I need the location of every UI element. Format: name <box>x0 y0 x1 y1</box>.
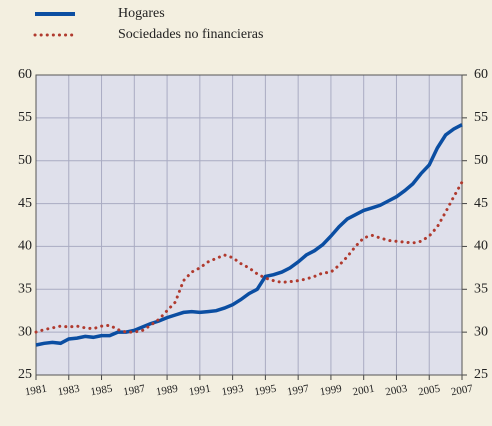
y-tick-label: 50 <box>18 153 32 168</box>
x-tick-label: 2001 <box>352 383 376 399</box>
x-tick-label: 1985 <box>90 383 114 399</box>
legend-label: Sociedades no financieras <box>118 27 263 42</box>
y2-tick-label: 50 <box>474 153 488 168</box>
legend-label: Hogares <box>118 6 165 21</box>
series-line <box>35 123 463 347</box>
x-tick-label: 1993 <box>221 383 245 399</box>
y-tick-label: 35 <box>18 282 32 297</box>
y2-tick-label: 60 <box>474 67 488 82</box>
y-tick-label: 60 <box>18 67 32 82</box>
y2-tick-label: 30 <box>474 324 488 339</box>
x-tick-label: 1997 <box>286 383 310 399</box>
x-tick-label: 1983 <box>57 383 81 399</box>
y-tick-label: 25 <box>18 367 32 382</box>
y2-tick-label: 25 <box>474 367 488 382</box>
y-tick-label: 55 <box>18 110 32 125</box>
y2-tick-label: 40 <box>474 239 488 254</box>
y-tick-label: 45 <box>18 196 32 211</box>
x-tick-label: 1981 <box>24 383 48 399</box>
series-line <box>34 180 464 334</box>
x-tick-label: 2003 <box>385 383 409 399</box>
x-tick-label: 1999 <box>319 383 343 399</box>
x-tick-label: 2005 <box>417 383 441 399</box>
x-tick-label: 1995 <box>253 383 277 399</box>
x-tick-label: 1989 <box>155 383 179 399</box>
y-tick-label: 40 <box>18 239 32 254</box>
x-tick-label: 1991 <box>188 383 212 399</box>
y2-tick-label: 45 <box>474 196 488 211</box>
x-tick-label: 2007 <box>450 383 474 399</box>
plot-area <box>36 75 462 375</box>
y-tick-label: 30 <box>18 324 32 339</box>
plot-border <box>35 74 463 376</box>
x-tick-label: 1987 <box>122 383 146 399</box>
y2-tick-label: 55 <box>474 110 488 125</box>
y2-tick-label: 35 <box>474 282 488 297</box>
